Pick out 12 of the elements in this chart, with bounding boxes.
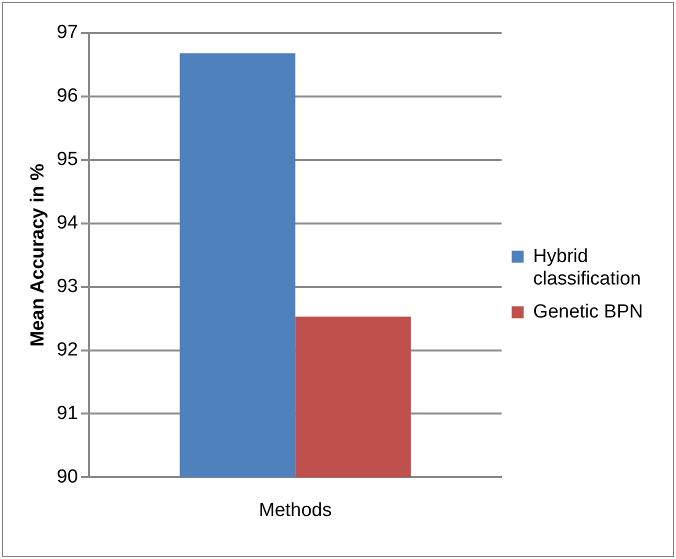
- y-axis-title: Mean Accuracy in %: [28, 163, 49, 347]
- y-tick-label: 97: [56, 22, 78, 44]
- x-tick-label: Methods: [258, 500, 332, 521]
- y-tick-label: 90: [56, 466, 78, 488]
- y-tick-label: 93: [56, 276, 78, 298]
- y-tick-label: 94: [56, 212, 78, 234]
- y-tick-label: 95: [56, 149, 78, 170]
- y-tick-label: 92: [56, 340, 78, 361]
- y-tick-label: 91: [56, 402, 78, 424]
- y-tick-label: 96: [56, 86, 78, 107]
- legend-label: Genetic BPN: [533, 302, 644, 323]
- legend-label: Hybrid classification: [533, 246, 641, 290]
